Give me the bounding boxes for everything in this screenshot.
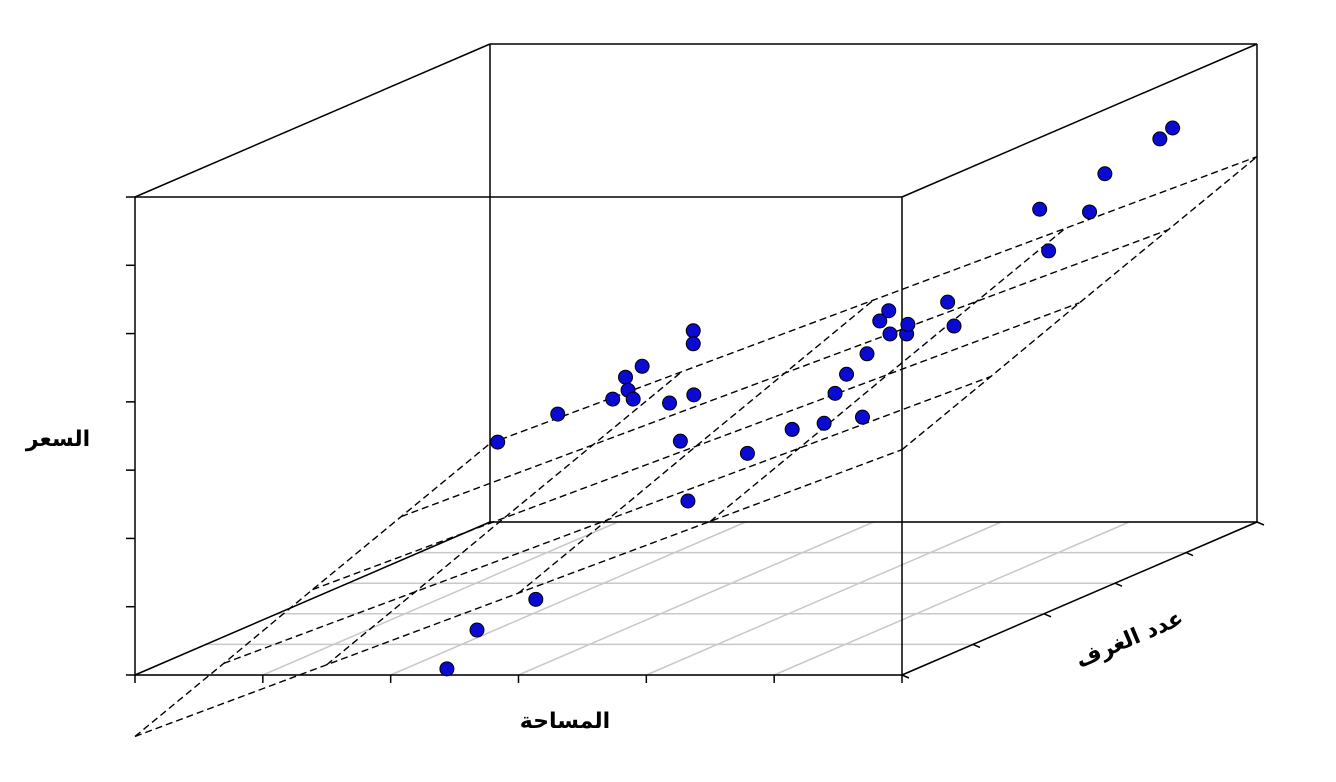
y-axis-label: عدد الغرف bbox=[1072, 606, 1187, 674]
point bbox=[672, 433, 688, 449]
grid-line bbox=[773, 521, 1130, 676]
point bbox=[739, 445, 755, 461]
surface-line bbox=[312, 302, 1080, 591]
point bbox=[490, 434, 506, 450]
y-tick bbox=[972, 643, 981, 649]
box-edge bbox=[901, 43, 1258, 198]
point bbox=[439, 661, 455, 677]
point bbox=[1097, 166, 1113, 182]
y-tick bbox=[1114, 582, 1123, 587]
point bbox=[816, 415, 832, 431]
point bbox=[1152, 131, 1168, 147]
box-edge bbox=[134, 43, 491, 198]
grid-line bbox=[518, 521, 874, 676]
point bbox=[827, 385, 843, 401]
x-axis-label: المساحة bbox=[520, 709, 610, 734]
point bbox=[550, 406, 566, 422]
point bbox=[625, 391, 641, 407]
grid-line bbox=[646, 521, 1002, 676]
box bbox=[126, 43, 1265, 683]
point bbox=[881, 303, 897, 319]
point bbox=[662, 395, 678, 411]
point bbox=[1165, 120, 1181, 136]
point bbox=[940, 294, 956, 310]
grid-line bbox=[390, 521, 746, 676]
surface-line bbox=[709, 227, 1066, 522]
box-edge bbox=[901, 521, 1258, 676]
point bbox=[900, 316, 916, 332]
z-axis-label: السعر bbox=[25, 427, 90, 452]
point bbox=[946, 318, 962, 334]
point bbox=[685, 336, 701, 352]
point bbox=[839, 366, 855, 382]
point bbox=[634, 358, 650, 374]
points bbox=[439, 120, 1181, 677]
point bbox=[872, 313, 888, 329]
grid-line bbox=[262, 521, 619, 676]
surface-line bbox=[134, 442, 491, 737]
point bbox=[618, 369, 634, 385]
point bbox=[784, 421, 800, 437]
y-tick bbox=[1185, 551, 1194, 557]
point bbox=[605, 391, 621, 407]
point bbox=[469, 622, 485, 638]
point bbox=[680, 493, 696, 509]
point bbox=[1082, 204, 1098, 220]
surface-line bbox=[489, 156, 1258, 445]
point bbox=[1041, 243, 1057, 259]
point bbox=[685, 323, 701, 339]
y-tick bbox=[1043, 613, 1052, 618]
point bbox=[882, 326, 898, 342]
box-edge bbox=[134, 521, 491, 676]
point bbox=[854, 409, 870, 425]
y-tick bbox=[1256, 521, 1265, 526]
point bbox=[528, 591, 544, 607]
point bbox=[1032, 201, 1048, 217]
point bbox=[859, 346, 875, 362]
point bbox=[686, 387, 702, 403]
y-tick bbox=[901, 674, 910, 679]
